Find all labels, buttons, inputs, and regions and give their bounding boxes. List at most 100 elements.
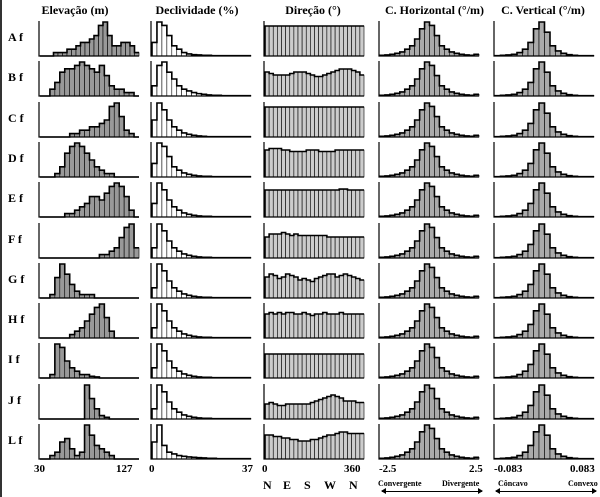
histogram-bar: [359, 25, 365, 57]
axis-line: [150, 262, 251, 299]
histogram-outline: [379, 182, 479, 218]
axis-line: [150, 343, 251, 379]
histogram-bar: [314, 400, 319, 419]
histogram-bar: [322, 106, 328, 137]
histogram-bar: [343, 273, 348, 299]
histogram-bar: [326, 354, 332, 379]
histogram-bar: [297, 313, 303, 339]
axis-line: [493, 383, 594, 420]
histogram-outline: [40, 182, 139, 218]
histogram-outline: [40, 61, 139, 98]
axis-line: [38, 101, 139, 138]
histogram-bar: [326, 151, 332, 178]
histogram-bar: [318, 398, 324, 419]
histogram-bar: [277, 189, 282, 218]
histogram-panel: [377, 302, 481, 340]
histogram-bar: [334, 354, 340, 379]
histogram-bar: [522, 330, 529, 339]
histogram-panel: [377, 342, 481, 380]
histogram-outline: [40, 262, 139, 299]
histogram-outline: [264, 311, 364, 339]
histogram-bar: [305, 234, 311, 258]
histogram-panel: [492, 423, 596, 461]
histogram-bar: [343, 400, 348, 419]
histogram-bar: [330, 189, 336, 218]
histogram-panel: [149, 383, 253, 421]
extreme-label: Convexo: [568, 479, 598, 488]
histogram-outline: [379, 21, 479, 57]
extreme-label: Convergente: [378, 479, 422, 488]
direction-label: N: [349, 478, 358, 492]
histogram-outline: [264, 231, 364, 258]
histogram-bar: [277, 312, 282, 339]
histogram-bar: [297, 25, 303, 57]
histogram-bar: [310, 401, 315, 419]
histogram-bar: [343, 354, 348, 379]
histogram-bar: [268, 73, 274, 97]
histogram-panel: [377, 60, 481, 98]
histogram-bar: [310, 149, 315, 178]
histogram-bar: [281, 404, 286, 419]
histogram-bar: [351, 106, 357, 137]
histogram-bar: [527, 283, 534, 299]
histogram-bar: [71, 48, 77, 57]
axis-line: [493, 61, 594, 97]
histogram-bar: [301, 106, 307, 137]
histogram-panel: [149, 423, 253, 461]
histogram-bar: [330, 151, 336, 178]
histogram-bar: [334, 395, 340, 419]
histogram-bar: [277, 148, 282, 178]
axis-line: [38, 61, 139, 97]
histogram-bar: [351, 236, 357, 258]
histogram-bar: [293, 439, 299, 460]
histogram-panel: [37, 101, 141, 139]
histogram-bar: [338, 25, 344, 57]
histogram-bar: [533, 28, 540, 57]
histogram-bar: [322, 397, 328, 419]
axis-line: [263, 21, 364, 57]
histogram-bar: [326, 395, 332, 419]
histogram-bar: [293, 354, 299, 379]
histogram-bar: [347, 189, 352, 218]
histogram-bar: [272, 148, 278, 178]
histogram-outline: [264, 353, 364, 379]
histogram-bar: [285, 189, 291, 218]
histogram-bar: [289, 274, 295, 299]
histogram-bar: [355, 189, 361, 218]
histogram-bar: [334, 236, 340, 258]
direction-label: W: [324, 478, 336, 492]
row-label: G f: [8, 271, 25, 286]
axis-line: [493, 101, 594, 138]
axis-line: [263, 182, 364, 218]
histogram-bar: [533, 189, 540, 218]
histogram-bar: [330, 434, 336, 460]
axis-line: [378, 424, 479, 460]
histogram-bar: [285, 74, 291, 97]
histogram-outline: [494, 424, 594, 460]
histogram-panel: [492, 222, 596, 260]
histogram-bar: [277, 354, 282, 379]
histogram-panel: [262, 181, 366, 219]
axis-line: [378, 21, 479, 57]
histogram-panel: [492, 60, 596, 98]
histogram-bar: [334, 149, 340, 178]
column-title-c-horizontal: C. Horizontal (°/m): [384, 3, 485, 17]
histogram-panel: [37, 262, 141, 300]
row-label: B f: [8, 70, 23, 85]
histogram-bar: [305, 403, 311, 419]
histogram-bar: [297, 440, 303, 460]
histogram-bar: [359, 401, 365, 419]
histogram-bar: [297, 279, 303, 299]
histogram-outline: [494, 182, 594, 218]
histogram-bar: [359, 313, 365, 339]
histogram-bar: [355, 433, 361, 460]
histogram-bar: [326, 273, 332, 299]
histogram-bar: [322, 25, 328, 57]
histogram-bar: [289, 151, 295, 178]
tick-label: 360: [344, 463, 361, 475]
histogram-bar: [549, 287, 556, 299]
histogram-bar: [285, 312, 291, 339]
histogram-bar: [289, 354, 295, 379]
histogram-bar: [99, 199, 105, 218]
